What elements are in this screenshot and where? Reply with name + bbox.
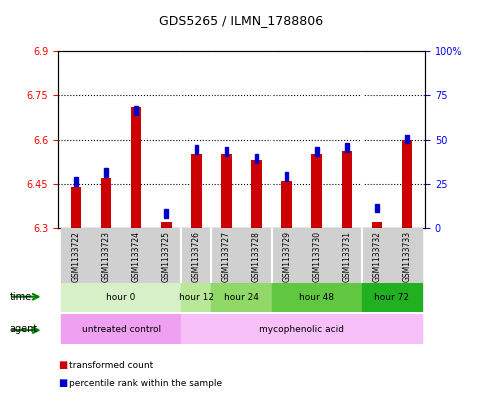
Bar	[61, 283, 181, 312]
Bar	[345, 143, 349, 152]
Bar	[71, 187, 81, 228]
Bar	[121, 228, 151, 283]
Bar	[285, 172, 288, 181]
Text: GSM1133729: GSM1133729	[282, 231, 291, 282]
Text: GSM1133730: GSM1133730	[312, 231, 321, 282]
Text: GSM1133723: GSM1133723	[101, 231, 111, 282]
Bar	[375, 204, 379, 213]
Text: hour 72: hour 72	[374, 293, 410, 302]
Bar	[74, 177, 78, 186]
Bar	[271, 228, 302, 283]
Bar	[181, 314, 422, 344]
Bar	[242, 228, 271, 283]
Bar	[104, 168, 108, 177]
Bar	[181, 283, 212, 312]
Text: agent: agent	[10, 324, 38, 334]
Text: GSM1133725: GSM1133725	[162, 231, 171, 282]
Bar	[402, 140, 412, 228]
Bar	[225, 147, 228, 156]
Bar	[302, 228, 332, 283]
Text: hour 12: hour 12	[179, 293, 214, 302]
Bar	[191, 154, 201, 228]
Text: hour 48: hour 48	[299, 293, 334, 302]
Bar	[392, 228, 422, 283]
Bar	[282, 181, 292, 228]
Bar	[315, 147, 318, 156]
Bar	[212, 283, 271, 312]
Text: ■: ■	[58, 378, 67, 388]
Text: hour 24: hour 24	[224, 293, 259, 302]
Text: untreated control: untreated control	[82, 325, 161, 334]
Bar	[312, 154, 322, 228]
Text: GSM1133733: GSM1133733	[402, 231, 412, 282]
Bar	[212, 228, 242, 283]
Bar	[101, 178, 112, 228]
Bar	[151, 228, 181, 283]
Text: GSM1133731: GSM1133731	[342, 231, 351, 282]
Bar	[61, 314, 181, 344]
Text: time: time	[10, 292, 32, 302]
Bar	[255, 154, 258, 163]
Bar	[271, 283, 362, 312]
Text: GSM1133728: GSM1133728	[252, 231, 261, 281]
Text: GSM1133727: GSM1133727	[222, 231, 231, 282]
Bar	[165, 209, 168, 218]
Text: transformed count: transformed count	[69, 361, 153, 370]
Text: GSM1133722: GSM1133722	[71, 231, 81, 281]
Text: percentile rank within the sample: percentile rank within the sample	[69, 379, 222, 387]
Text: hour 0: hour 0	[106, 293, 136, 302]
Text: GSM1133724: GSM1133724	[132, 231, 141, 282]
Text: mycophenolic acid: mycophenolic acid	[259, 325, 344, 334]
Bar	[221, 154, 232, 228]
Bar	[91, 228, 121, 283]
Bar	[181, 228, 212, 283]
Bar	[131, 107, 142, 228]
Bar	[332, 228, 362, 283]
Bar	[362, 283, 422, 312]
Text: ■: ■	[58, 360, 67, 371]
Bar	[161, 222, 171, 228]
Bar	[61, 228, 91, 283]
Text: GSM1133726: GSM1133726	[192, 231, 201, 282]
Bar	[251, 160, 262, 228]
Text: GDS5265 / ILMN_1788806: GDS5265 / ILMN_1788806	[159, 14, 324, 27]
Bar	[134, 107, 138, 115]
Bar	[362, 228, 392, 283]
Text: GSM1133732: GSM1133732	[372, 231, 382, 282]
Bar	[371, 222, 382, 228]
Bar	[195, 145, 198, 154]
Bar	[341, 151, 352, 228]
Bar	[405, 135, 409, 143]
